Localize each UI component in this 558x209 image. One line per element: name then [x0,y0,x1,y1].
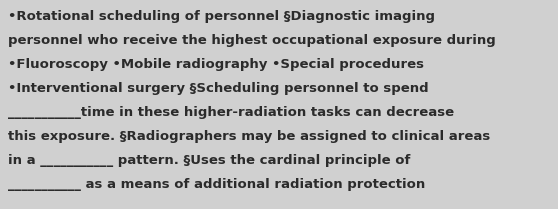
Text: this exposure. §Radiographers may be assigned to clinical areas: this exposure. §Radiographers may be ass… [8,130,490,143]
Text: •Rotational scheduling of personnel §Diagnostic imaging: •Rotational scheduling of personnel §Dia… [8,10,435,23]
Text: •Interventional surgery §Scheduling personnel to spend: •Interventional surgery §Scheduling pers… [8,82,429,95]
Text: ___________time in these higher-radiation tasks can decrease: ___________time in these higher-radiatio… [8,106,454,119]
Text: personnel who receive the highest occupational exposure during: personnel who receive the highest occupa… [8,34,496,47]
Text: in a ___________ pattern. §Uses the cardinal principle of: in a ___________ pattern. §Uses the card… [8,154,410,167]
Text: •Fluoroscopy •Mobile radiography •Special procedures: •Fluoroscopy •Mobile radiography •Specia… [8,58,424,71]
Text: ___________ as a means of additional radiation protection: ___________ as a means of additional rad… [8,178,425,191]
